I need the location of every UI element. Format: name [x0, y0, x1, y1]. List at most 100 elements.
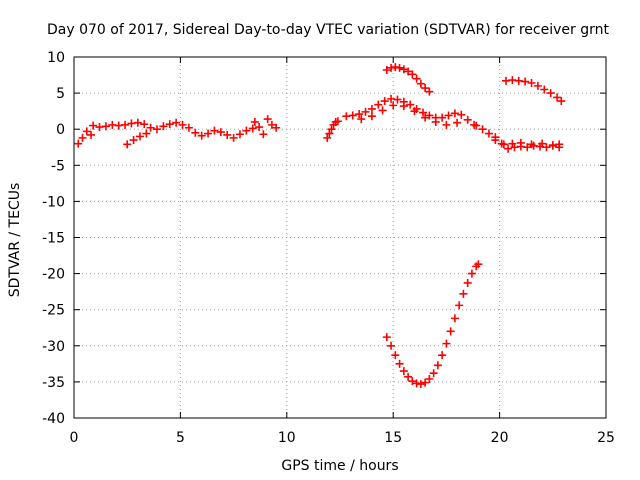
data-point [416, 380, 425, 389]
data-point [382, 65, 391, 74]
data-point [478, 125, 487, 134]
data-point [393, 95, 402, 104]
data-point [504, 144, 513, 153]
data-point [438, 113, 447, 122]
data-point [389, 101, 398, 110]
data-point [382, 333, 391, 342]
data-point [327, 125, 336, 134]
data-point [408, 377, 417, 386]
data-point [442, 339, 451, 348]
data-point [129, 136, 138, 145]
data-point [229, 133, 238, 142]
data-point [191, 128, 200, 137]
data-point [367, 104, 376, 113]
data-point [146, 123, 155, 132]
x-tick-label: 15 [384, 430, 402, 446]
data-point [421, 113, 430, 122]
axis-ticks [73, 56, 607, 419]
y-tick-label: -25 [42, 303, 65, 319]
data-point [248, 124, 257, 133]
data-point [197, 131, 206, 140]
data-point [450, 109, 459, 118]
data-point [412, 74, 421, 83]
data-point [425, 375, 434, 384]
data-point [542, 143, 551, 152]
data-point [442, 120, 451, 129]
data-point [267, 120, 276, 129]
data-point [421, 84, 430, 93]
data-point [399, 367, 408, 376]
data-point [123, 140, 132, 149]
data-point [410, 107, 419, 116]
data-point [523, 143, 532, 152]
data-point [555, 140, 564, 149]
data-point [540, 85, 549, 94]
data-point [101, 122, 110, 131]
x-axis-title: GPS time / hours [281, 458, 398, 474]
data-point [380, 97, 389, 106]
data-point [140, 120, 149, 129]
data-point [235, 130, 244, 139]
y-tick-label: 0 [56, 122, 65, 138]
data-point [516, 138, 525, 147]
x-tick-label: 5 [176, 430, 185, 446]
data-point [444, 111, 453, 120]
data-point [323, 133, 332, 142]
data-point [357, 115, 366, 124]
y-tick-label: 10 [47, 50, 65, 66]
data-point [416, 79, 425, 88]
data-point [418, 108, 427, 117]
y-axis-tick-labels: 10 5 0 -5 -10 -15 -20 -25 -30 -35 -40 [42, 50, 65, 427]
data-point [135, 132, 144, 141]
x-tick-label: 10 [278, 430, 296, 446]
data-point [450, 314, 459, 323]
data-point [491, 136, 500, 145]
y-tick-label: -20 [42, 267, 65, 283]
data-point [348, 111, 357, 120]
data-point [425, 87, 434, 96]
data-point [250, 117, 259, 126]
data-point [431, 117, 440, 126]
data-point [404, 67, 413, 76]
data-point [89, 121, 98, 130]
data-point [429, 369, 438, 378]
data-point [399, 65, 408, 74]
data-point [387, 341, 396, 350]
series-deep-dip [382, 260, 483, 389]
data-point [325, 129, 334, 138]
data-point [133, 118, 142, 127]
data-point [272, 123, 281, 132]
data-point [178, 120, 187, 129]
data-point [533, 81, 542, 90]
data-point [467, 269, 476, 278]
y-tick-label: -35 [42, 375, 65, 391]
series-cluster-9 [250, 115, 281, 139]
data-point [210, 126, 219, 135]
data-point [391, 351, 400, 360]
data-point [263, 115, 272, 124]
y-tick-label: -5 [51, 158, 65, 174]
data-point [87, 130, 96, 139]
data-point [446, 327, 455, 336]
data-point [455, 301, 464, 310]
data-point [399, 102, 408, 111]
data-point [216, 128, 225, 137]
data-point [553, 93, 562, 102]
data-point [259, 130, 268, 139]
data-point [472, 121, 481, 130]
data-point [463, 278, 472, 287]
series-afternoon-lower [357, 101, 462, 129]
data-point [78, 133, 87, 142]
data-point [165, 120, 174, 129]
data-point [333, 117, 342, 126]
y-tick-label: -30 [42, 339, 65, 355]
data-point [404, 372, 413, 381]
data-points [74, 63, 566, 389]
data-point [74, 139, 83, 148]
chart-title: Day 070 of 2017, Sidereal Day-to-day VTE… [47, 22, 609, 38]
x-tick-label: 20 [491, 430, 509, 446]
series-arc-15 [382, 63, 434, 96]
x-tick-label: 25 [597, 430, 615, 446]
data-point [223, 130, 232, 139]
data-point [374, 100, 383, 109]
